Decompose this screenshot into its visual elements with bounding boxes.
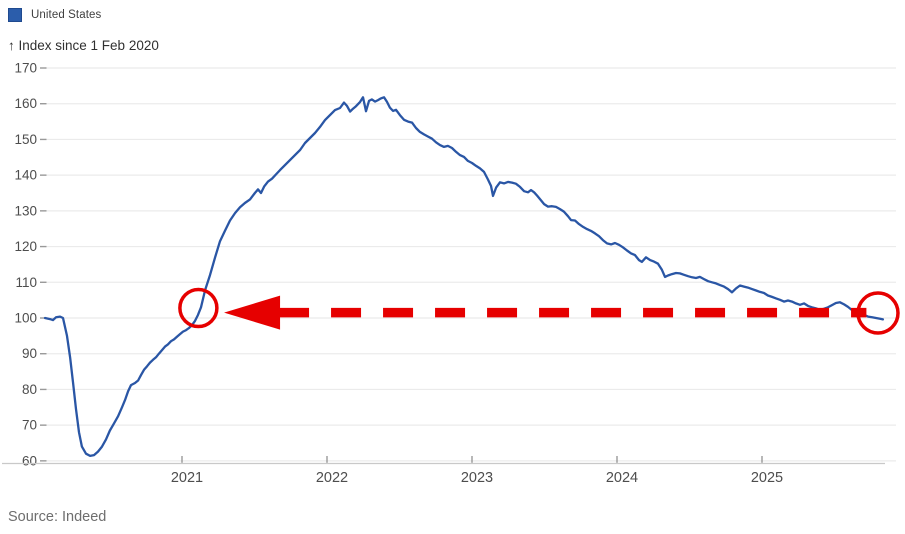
legend-label: United States <box>31 9 102 21</box>
y-tick-label-150: 150 <box>14 132 37 147</box>
y-tick-label-60: 60 <box>22 453 37 468</box>
annotation-circle-2021 <box>178 287 219 329</box>
series-line-united-states <box>43 96 885 458</box>
x-tick-label-2025: 2025 <box>751 470 783 486</box>
y-tick-label-70: 70 <box>22 418 37 433</box>
source-label: Source: Indeed <box>8 509 107 525</box>
y-tick-label-110: 110 <box>15 275 37 290</box>
y-tick-label-80: 80 <box>22 382 37 397</box>
x-tick-label-2022: 2022 <box>316 470 348 486</box>
y-axis-tick-labels: 60 70 80 90 100 110 120 130 140 150 160 170 <box>14 61 37 469</box>
annotation-circle-latest <box>856 291 900 335</box>
legend-swatch-united-states <box>8 8 22 22</box>
arrow-annotation <box>178 287 900 335</box>
x-tick-label-2024: 2024 <box>606 470 638 486</box>
y-tick-label-170: 170 <box>14 61 37 76</box>
gridlines <box>40 67 896 462</box>
legend: United States <box>8 8 101 22</box>
x-tick-label-2023: 2023 <box>461 470 493 486</box>
y-tick-label-120: 120 <box>14 239 37 254</box>
x-tick-label-2021: 2021 <box>171 470 203 486</box>
y-tick-label-100: 100 <box>14 311 37 326</box>
y-tick-label-140: 140 <box>14 168 37 183</box>
y-tick-label-160: 160 <box>14 96 37 111</box>
x-axis: 2021 2022 2023 2024 2025 <box>2 456 885 486</box>
y-tick-label-90: 90 <box>22 346 37 361</box>
arrow-head-left-icon <box>224 295 281 330</box>
y-axis-title: ↑ Index since 1 Feb 2020 <box>8 38 159 53</box>
y-tick-label-130: 130 <box>14 203 37 218</box>
